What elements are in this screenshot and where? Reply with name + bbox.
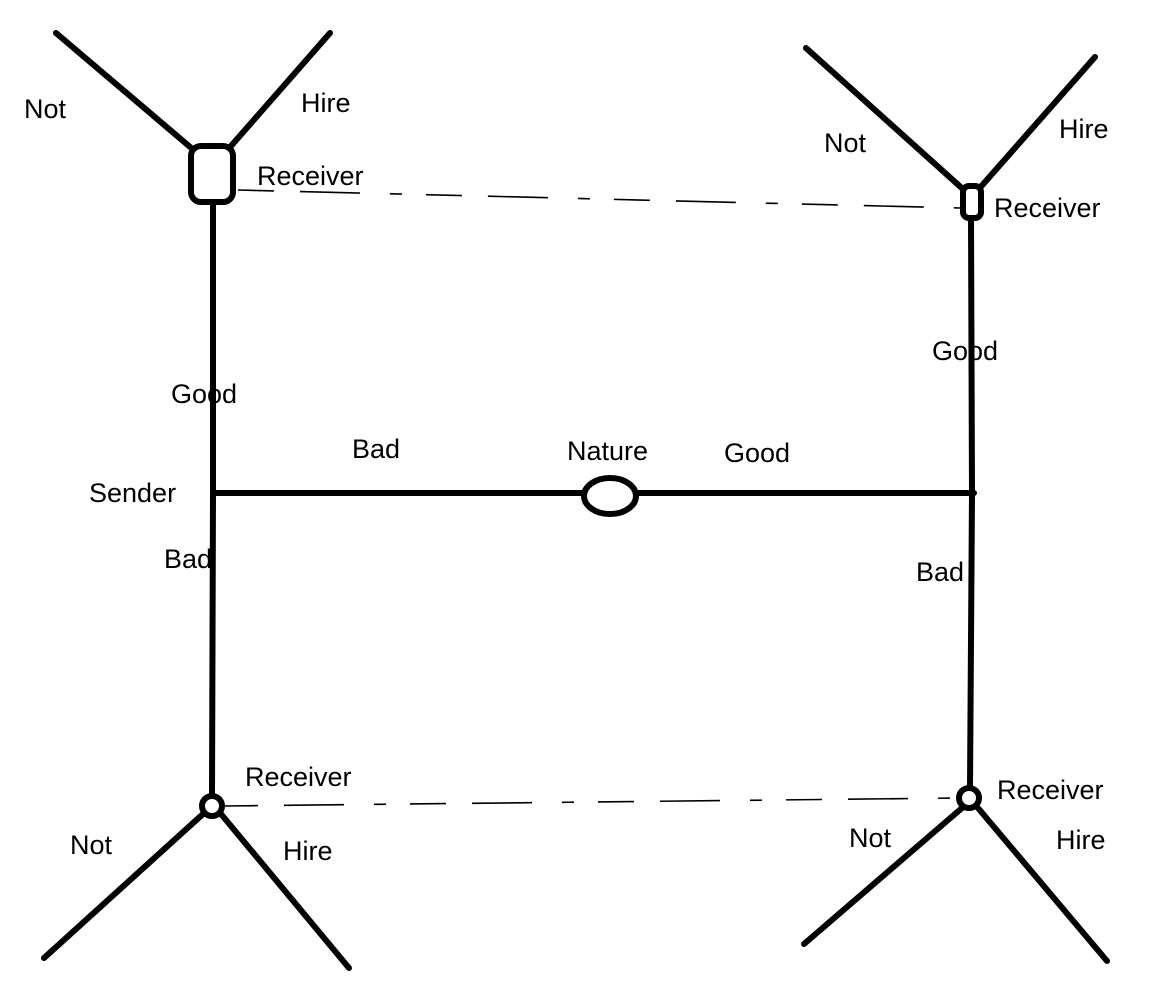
nature-node: [581, 475, 639, 517]
receiver-node-top-right: [960, 183, 984, 221]
top-right-hire-label: Hire: [1059, 114, 1109, 144]
edge-left-sender-bad: [209, 490, 216, 798]
nature-bad-label: Bad: [352, 434, 400, 464]
left-sender-good-label: Good: [171, 379, 237, 409]
edge-top-right-hire: [975, 54, 1098, 193]
receiver-node-bottom-right: [956, 785, 982, 811]
top-left-not-label: Not: [24, 94, 67, 124]
edge-top-left-not: [53, 30, 199, 155]
right-sender-good-label: Good: [932, 336, 998, 366]
bottom-left-receiver-label: Receiver: [245, 762, 352, 792]
left-sender-bad-label: Bad: [164, 544, 212, 574]
edge-right-sender-good: [968, 215, 975, 496]
edge-bottom-right-hire: [975, 805, 1110, 964]
bottom-right-not-label: Not: [849, 823, 892, 853]
receiver-node-top-left: [188, 143, 236, 205]
bottom-right-hire-label: Hire: [1056, 825, 1106, 855]
edge-bottom-left-not: [41, 811, 206, 961]
edge-top-left-hire: [228, 30, 333, 149]
edge-bottom-right-not: [801, 805, 965, 947]
edge-bottom-left-hire: [218, 811, 352, 971]
bottom-right-receiver-label: Receiver: [997, 775, 1104, 805]
right-sender-bad-label: Bad: [916, 557, 964, 587]
receiver-node-bottom-left: [199, 793, 225, 819]
top-right-not-label: Not: [824, 128, 867, 158]
top-left-receiver-label: Receiver: [257, 161, 364, 191]
top-right-receiver-label: Receiver: [994, 193, 1101, 223]
edge-right-sender-bad: [967, 490, 975, 791]
nature-label: Nature: [567, 436, 648, 466]
bottom-left-hire-label: Hire: [283, 836, 333, 866]
bottom-left-not-label: Not: [70, 830, 113, 860]
sender-label: Sender: [89, 478, 176, 508]
top-left-hire-label: Hire: [301, 88, 351, 118]
information-set-top-line: [237, 189, 961, 209]
edge-top-right-not: [803, 45, 967, 193]
information-set-bottom-line: [221, 797, 961, 807]
nature-good-label: Good: [724, 438, 790, 468]
